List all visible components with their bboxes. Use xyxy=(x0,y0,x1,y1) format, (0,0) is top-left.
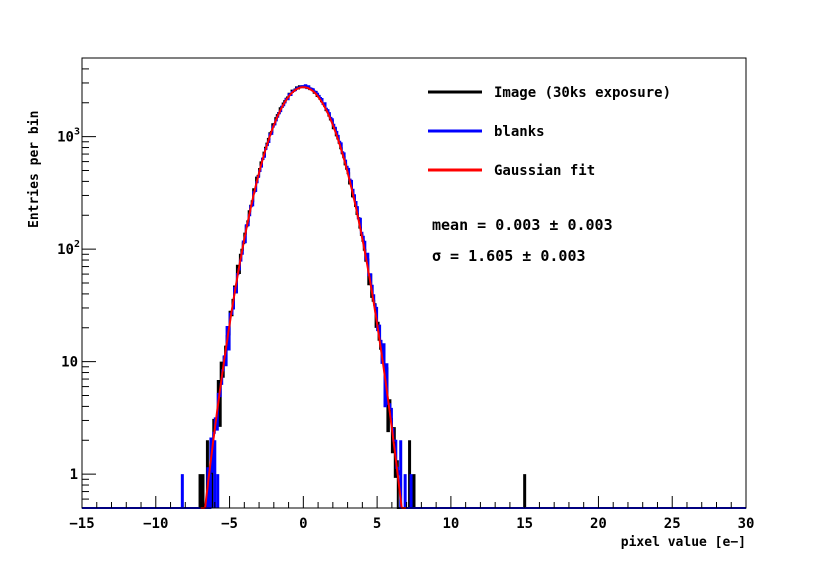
y-tick-label: 1 xyxy=(70,467,78,483)
x-axis-title: pixel value [e−] xyxy=(621,535,746,550)
y-tick-label: 103 xyxy=(57,127,80,146)
legend-label-2: Gaussian fit xyxy=(494,163,595,179)
axis-layer: −15 −10 −5 0 5 10 15 20 25 30 1 10 102 103 xyxy=(57,57,755,532)
gaussian-fit-curve xyxy=(200,86,406,509)
x-tick-label: 15 xyxy=(516,516,533,532)
y-tick-label: 102 xyxy=(57,239,80,258)
x-tick-label: 5 xyxy=(373,516,381,532)
x-tick-label: −10 xyxy=(143,516,168,532)
y-tick-label: 10 xyxy=(61,355,78,371)
legend-label-0: Image (30ks exposure) xyxy=(494,85,671,101)
x-tick-label: −15 xyxy=(69,516,94,532)
stat-line-1: σ = 1.605 ± 0.003 xyxy=(432,247,586,265)
y-axis-title: Entries per bin xyxy=(27,111,42,228)
x-tick-label: 10 xyxy=(442,516,459,532)
stats-box: mean = 0.003 ± 0.003 σ = 1.605 ± 0.003 xyxy=(432,216,613,265)
legend-label-1: blanks xyxy=(494,124,545,140)
x-tick-label: 25 xyxy=(664,516,681,532)
x-tick-label: 20 xyxy=(590,516,607,532)
legend: Image (30ks exposure) blanks Gaussian fit xyxy=(428,85,671,179)
x-tick-label: −5 xyxy=(221,516,238,532)
x-tick-label: 30 xyxy=(738,516,755,532)
stat-line-0: mean = 0.003 ± 0.003 xyxy=(432,216,613,234)
x-tick-label: 0 xyxy=(299,516,307,532)
